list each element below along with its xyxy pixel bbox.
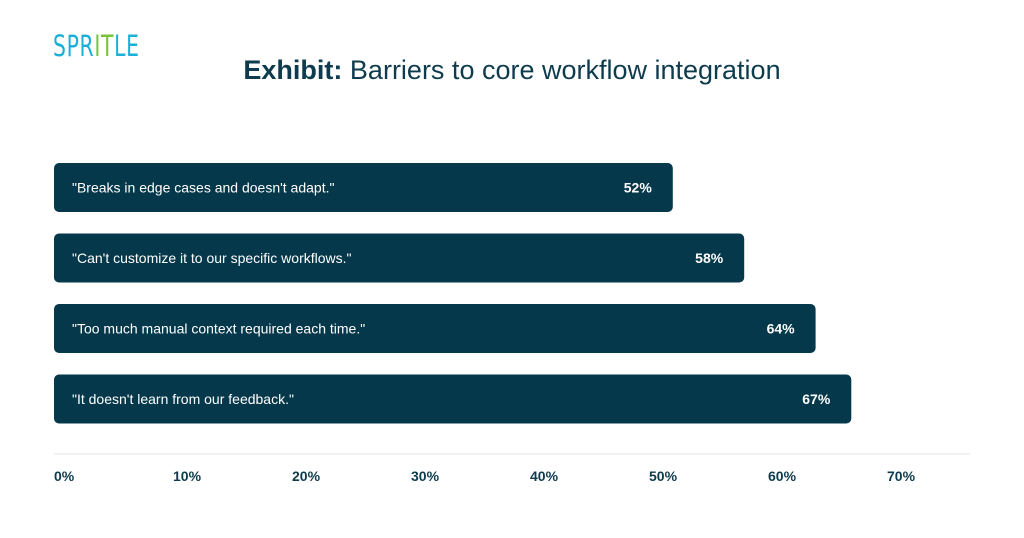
logo-letter: I bbox=[94, 29, 102, 63]
bar bbox=[54, 233, 745, 283]
logo-letter: T bbox=[101, 29, 115, 63]
chart-title-text: Barriers to core workflow integration bbox=[349, 55, 781, 85]
logo-letter: S bbox=[53, 29, 67, 63]
bar bbox=[54, 304, 816, 353]
bar-category-label: "It doesn't learn from our feedback." bbox=[72, 391, 294, 407]
bar-category-label: "Too much manual context required each t… bbox=[72, 321, 365, 337]
x-tick-label: 30% bbox=[411, 468, 440, 484]
bar-value-label: 52% bbox=[624, 180, 653, 196]
logo-letter: E bbox=[126, 29, 140, 63]
x-tick-label: 10% bbox=[173, 468, 202, 484]
x-tick-label: 60% bbox=[768, 468, 797, 484]
x-tick-label: 0% bbox=[54, 468, 75, 484]
bar-category-label: "Breaks in edge cases and doesn't adapt.… bbox=[72, 180, 334, 196]
chart-title-prefix: Exhibit: bbox=[243, 55, 343, 85]
x-tick-label: 70% bbox=[887, 468, 916, 484]
bar bbox=[54, 163, 673, 212]
bar-category-label: "Can't customize it to our specific work… bbox=[72, 250, 352, 266]
x-tick-label: 20% bbox=[292, 468, 321, 484]
bar-value-label: 58% bbox=[695, 250, 724, 266]
x-tick-label: 40% bbox=[530, 468, 559, 484]
bar bbox=[54, 374, 852, 424]
chart-title: Exhibit: Barriers to core workflow integ… bbox=[0, 52, 1024, 88]
logo-letter: L bbox=[114, 29, 127, 63]
bar-value-label: 64% bbox=[767, 321, 796, 337]
logo-letter: P bbox=[66, 29, 80, 63]
bar-value-label: 67% bbox=[802, 391, 831, 407]
logo-letter: R bbox=[79, 29, 95, 63]
sprite-logo: SPRITLE bbox=[53, 32, 140, 61]
x-tick-label: 50% bbox=[649, 468, 678, 484]
